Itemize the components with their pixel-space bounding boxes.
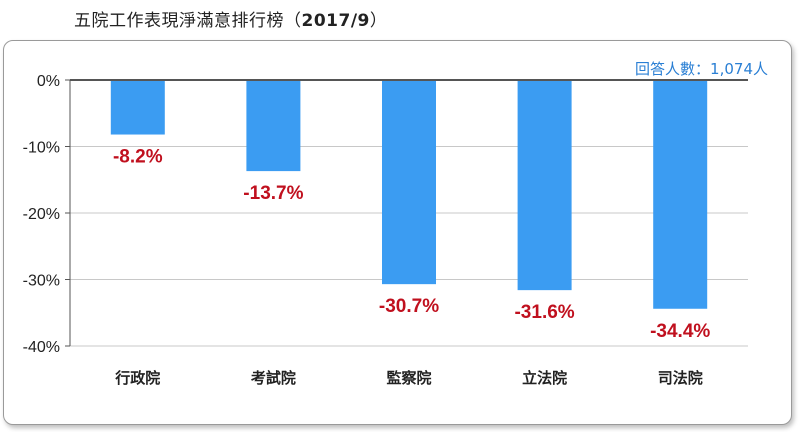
category-label: 監察院 — [386, 369, 431, 387]
data-label: -8.2% — [113, 147, 163, 168]
axes — [65, 79, 748, 347]
respondents-note: 回答人數：1,074人 — [635, 60, 768, 78]
y-tick-label: -30% — [23, 273, 60, 290]
data-label: -30.7% — [379, 296, 439, 317]
bar — [246, 80, 301, 172]
bar — [110, 80, 165, 135]
bars — [110, 80, 708, 309]
category-label: 行政院 — [114, 369, 160, 387]
data-label: -34.4% — [650, 321, 710, 342]
bar — [382, 80, 436, 285]
page-title-date: 2017/9 — [301, 11, 370, 31]
y-tick-label: -20% — [23, 206, 60, 223]
category-label: 立法院 — [522, 369, 567, 387]
page-title-text: 五院工作表現淨滿意排行榜（ — [74, 11, 302, 31]
bar — [517, 80, 572, 291]
category-label: 考試院 — [251, 369, 296, 387]
page-title-close: ） — [369, 11, 388, 31]
category-label: 司法院 — [658, 369, 703, 387]
labels: 0% -10% -20% -30% -40% -8.2% 行政院 -13.7% 考試院 -30.7… — [23, 73, 711, 387]
page-title: 五院工作表現淨滿意排行榜（2017/9） — [74, 6, 387, 31]
y-tick-label: 0% — [37, 73, 60, 90]
data-label: -13.7% — [243, 183, 303, 204]
bar — [653, 80, 708, 309]
y-tick-label: -40% — [23, 339, 60, 356]
data-label: -31.6% — [514, 302, 574, 323]
y-tick-label: -10% — [23, 140, 60, 157]
